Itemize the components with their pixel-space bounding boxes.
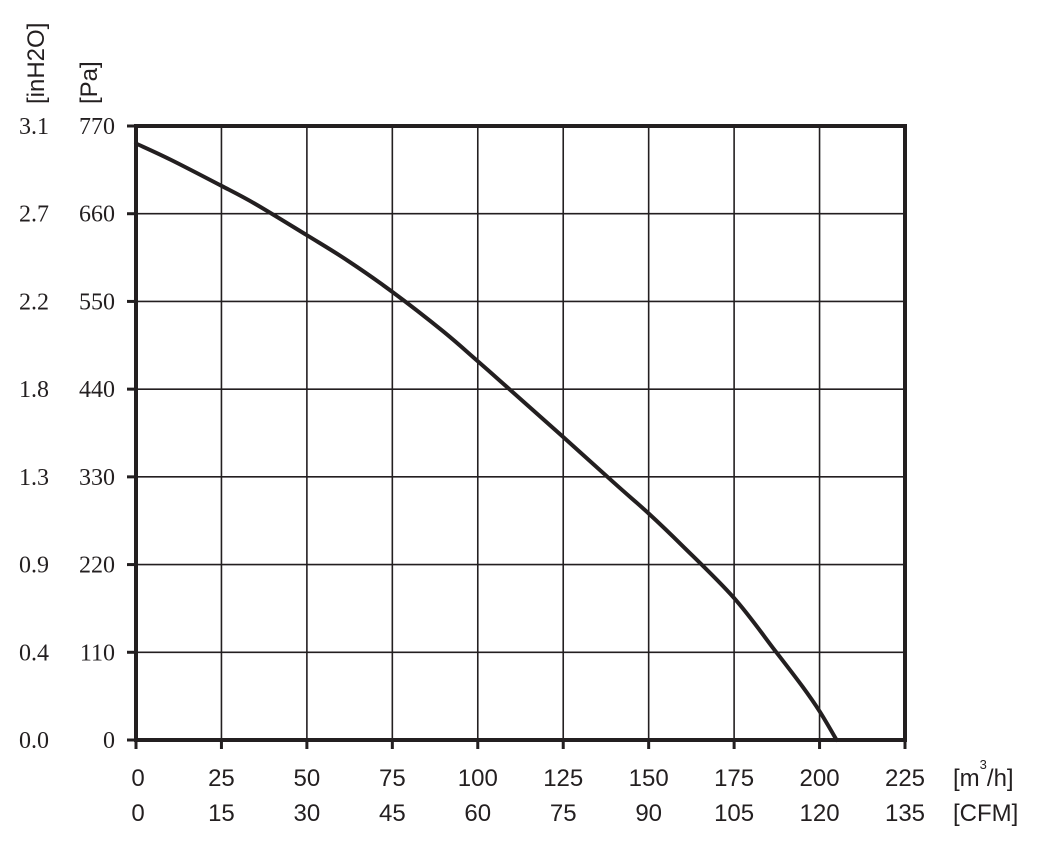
x-primary-tick-labels: 0 25 50 75 100 125 150 175 200 225 xyxy=(131,765,925,792)
x-primary-tick-label: 50 xyxy=(294,765,321,792)
x-primary-unit-label: [m3/h] xyxy=(953,757,1014,792)
y-primary-tick-label: 550 xyxy=(79,289,115,315)
x-primary-tick-label: 175 xyxy=(714,765,754,792)
x-primary-tick-label: 125 xyxy=(543,765,583,792)
x-secondary-unit-label: [CFM] xyxy=(953,800,1018,827)
y-secondary-tick-labels: 0.0 0.4 0.9 1.3 1.8 2.2 2.7 3.1 xyxy=(19,114,49,754)
y-secondary-tick-label: 2.2 xyxy=(19,289,49,315)
x-primary-tick-label: 100 xyxy=(458,765,498,792)
x-primary-tick-label: 75 xyxy=(379,765,406,792)
y-secondary-tick-label: 1.3 xyxy=(19,465,49,491)
x-secondary-tick-label: 60 xyxy=(464,800,491,827)
y-primary-tick-label: 0 xyxy=(103,728,115,754)
y-secondary-tick-label: 0.9 xyxy=(19,553,49,579)
y-primary-tick-labels: 0 110 220 330 440 550 660 770 xyxy=(79,114,115,754)
y-secondary-tick-label: 0.0 xyxy=(19,728,49,754)
y-secondary-tick-label: 0.4 xyxy=(19,640,49,666)
y-primary-tick-label: 440 xyxy=(79,377,115,403)
x-secondary-tick-labels: 0 15 30 45 60 75 90 105 120 135 xyxy=(131,800,925,827)
x-secondary-tick-label: 0 xyxy=(131,800,144,827)
x-secondary-tick-label: 75 xyxy=(550,800,577,827)
y-primary-tick-label: 330 xyxy=(79,465,115,491)
x-secondary-tick-label: 120 xyxy=(800,800,840,827)
x-secondary-tick-label: 105 xyxy=(714,800,754,827)
y-secondary-tick-label: 3.1 xyxy=(19,114,49,140)
x-primary-tick-label: 0 xyxy=(131,765,144,792)
grid-lines xyxy=(136,126,905,740)
x-primary-tick-label: 200 xyxy=(800,765,840,792)
y-secondary-tick-label: 2.7 xyxy=(19,202,49,228)
x-secondary-tick-label: 30 xyxy=(294,800,321,827)
x-secondary-tick-label: 135 xyxy=(885,800,925,827)
y-secondary-unit-label: [inH2O] xyxy=(23,23,50,104)
y-secondary-tick-label: 1.8 xyxy=(19,377,49,403)
tick-marks xyxy=(127,124,907,749)
y-primary-tick-label: 220 xyxy=(79,553,115,579)
x-primary-tick-label: 225 xyxy=(885,765,925,792)
series-line xyxy=(134,141,839,742)
y-primary-tick-label: 110 xyxy=(80,640,115,666)
y-primary-tick-label: 660 xyxy=(79,202,115,228)
x-secondary-tick-label: 45 xyxy=(379,800,406,827)
plot-frame xyxy=(134,124,907,742)
y-primary-tick-label: 770 xyxy=(79,114,115,140)
x-primary-tick-label: 25 xyxy=(208,765,235,792)
x-secondary-tick-label: 15 xyxy=(208,800,235,827)
x-secondary-tick-label: 90 xyxy=(635,800,662,827)
y-primary-unit-label: [Pa] xyxy=(76,61,103,104)
x-primary-tick-label: 150 xyxy=(629,765,669,792)
